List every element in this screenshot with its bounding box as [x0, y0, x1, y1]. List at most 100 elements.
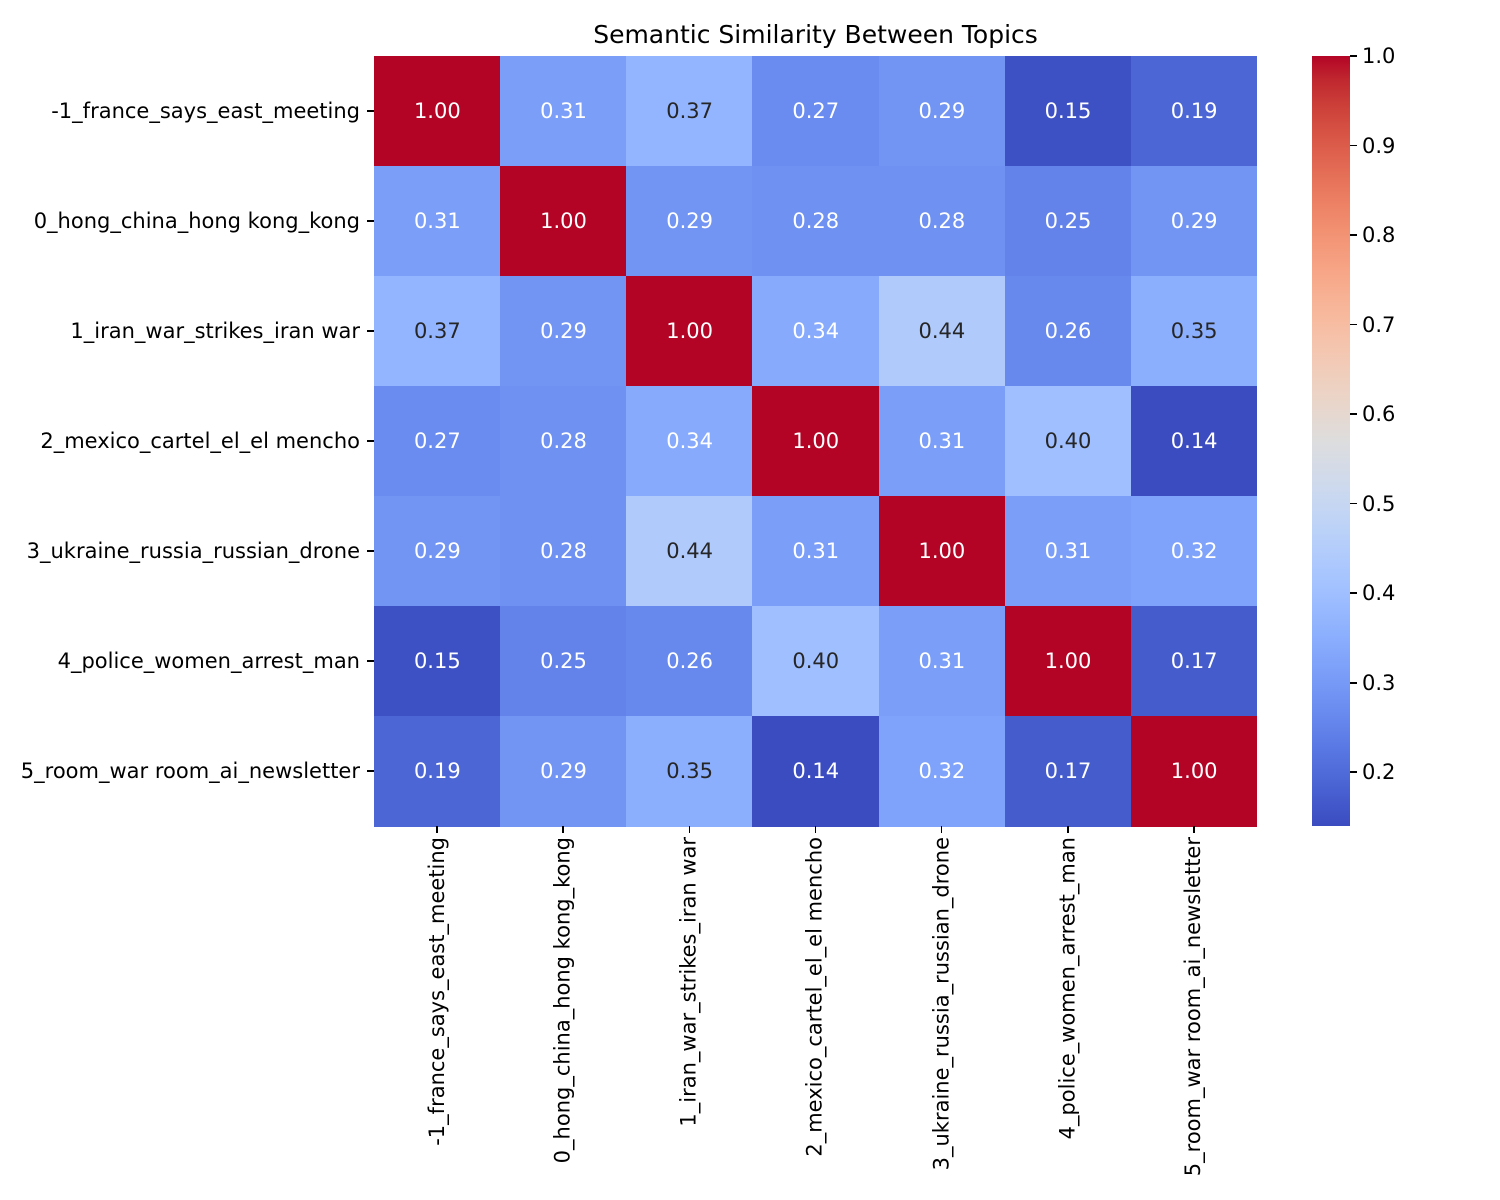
cell-value: 0.40	[792, 648, 840, 673]
heatmap-cell: 0.32	[1130, 496, 1258, 607]
heatmap-cell: 0.44	[626, 496, 753, 607]
cell-value: 0.31	[413, 208, 461, 233]
cell-value: 0.28	[540, 428, 587, 453]
heatmap-cell: 0.29	[500, 276, 627, 387]
heatmap-cell: 0.29	[626, 166, 753, 277]
heatmap-cell: 0.28	[752, 166, 880, 277]
col-label: 1_iran_war_strikes_iran war	[676, 837, 701, 1127]
cell-value: 0.34	[792, 318, 840, 343]
y-tick-mark	[367, 330, 374, 332]
cell-value: 0.32	[1170, 538, 1218, 563]
heatmap-cell: 1.00	[878, 496, 1006, 607]
y-tick-mark	[367, 220, 374, 222]
col-label: 4_police_women_arrest_man	[1055, 837, 1080, 1140]
cell-value: 0.29	[540, 758, 587, 783]
heatmap-cell: 0.15	[1004, 56, 1132, 167]
row-label: 0_hong_china_hong kong_kong	[33, 209, 360, 233]
cell-value: 1.00	[1044, 648, 1092, 673]
colorbar-tick-mark	[1350, 55, 1357, 57]
heatmap-cell: 1.00	[1130, 716, 1258, 827]
heatmap-cell: 0.17	[1130, 606, 1258, 717]
heatmap-cell: 0.31	[374, 166, 501, 277]
row-label: 2_mexico_cartel_el_el mencho	[40, 429, 360, 453]
cell-value: 0.19	[413, 758, 461, 783]
heatmap-cell: 0.28	[500, 496, 627, 607]
colorbar-tick-mark	[1350, 323, 1357, 326]
heatmap-cell: 1.00	[626, 276, 753, 387]
cell-value: 0.15	[1044, 98, 1092, 123]
heatmap-cell: 1.00	[752, 386, 880, 497]
cell-value: 1.00	[792, 428, 840, 453]
heatmap-cell: 0.35	[1130, 276, 1258, 387]
heatmap-cell: 0.35	[626, 716, 753, 827]
col-label: 5_room_war room_ai_newsletter	[1181, 837, 1206, 1177]
cell-value: 1.00	[1170, 758, 1218, 783]
heatmap-cell: 0.34	[626, 386, 753, 497]
row-label: 1_iran_war_strikes_iran war	[70, 319, 360, 343]
colorbar-tick-label: 0.7	[1362, 312, 1396, 337]
y-tick-mark	[367, 110, 374, 112]
cell-value: 0.29	[540, 318, 587, 343]
cell-value: 0.26	[666, 648, 713, 673]
heatmap-cell: 0.37	[374, 276, 501, 387]
cell-value: 0.40	[1044, 428, 1092, 453]
colorbar-tick-mark	[1350, 144, 1357, 147]
cell-value: 0.29	[918, 98, 966, 123]
heatmap-cell: 0.44	[878, 276, 1006, 387]
cell-value: 0.19	[1170, 98, 1218, 123]
row-label: 3_ukraine_russia_russian_drone	[26, 539, 360, 563]
cell-value: 0.14	[1170, 428, 1218, 453]
cell-value: 0.17	[1044, 758, 1092, 783]
cell-value: 0.25	[1044, 208, 1092, 233]
y-tick-mark	[367, 550, 374, 552]
colorbar-tick-label: 0.4	[1362, 581, 1396, 606]
cell-value: 0.27	[413, 428, 461, 453]
heatmap-cell: 0.28	[500, 386, 627, 497]
heatmap-cell: 0.19	[1130, 56, 1258, 167]
row-label: 4_police_women_arrest_man	[57, 649, 360, 673]
heatmap-cell: 0.26	[626, 606, 753, 717]
x-tick-mark	[814, 826, 817, 833]
colorbar-tick-label: 0.8	[1362, 223, 1396, 248]
heatmap-cell: 0.17	[1004, 716, 1132, 827]
heatmap-cell: 0.28	[878, 166, 1006, 277]
heatmap-cell: 0.14	[752, 716, 880, 827]
colorbar-tick-label: 0.5	[1362, 491, 1396, 516]
cell-value: 0.35	[666, 758, 713, 783]
cell-value: 0.28	[792, 208, 840, 233]
cell-value: 0.29	[413, 538, 461, 563]
heatmap-cell: 0.31	[752, 496, 880, 607]
col-label: 3_ukraine_russia_russian_drone	[929, 837, 954, 1171]
cell-value: 0.15	[413, 648, 461, 673]
cell-value: 0.31	[1044, 538, 1092, 563]
colorbar-tick-label: 1.0	[1362, 44, 1396, 68]
cell-value: 0.31	[918, 428, 966, 453]
heatmap-cell: 0.25	[1004, 166, 1132, 277]
colorbar-tick-mark	[1350, 502, 1357, 505]
y-tick-mark	[367, 440, 374, 442]
cell-value: 0.31	[918, 648, 966, 673]
col-label: -1_france_says_east_meeting	[424, 837, 449, 1146]
heatmap-cell: 0.27	[374, 386, 501, 497]
cell-value: 0.29	[1170, 208, 1218, 233]
heatmap-cell: 0.31	[878, 386, 1006, 497]
col-label: 0_hong_china_hong kong_kong	[550, 837, 575, 1164]
heatmap-cell: 0.29	[500, 716, 627, 827]
col-label: 2_mexico_cartel_el_el mencho	[803, 837, 827, 1157]
colorbar-tick-label: 0.6	[1362, 402, 1396, 427]
y-tick-mark	[367, 660, 374, 662]
heatmap-cell: 1.00	[500, 166, 627, 277]
colorbar-tick-label: 0.2	[1362, 760, 1396, 785]
cell-value: 0.29	[666, 208, 713, 233]
cell-value: 0.27	[792, 98, 840, 123]
cell-value: 0.31	[540, 98, 587, 123]
heatmap-cell: 0.40	[1004, 386, 1132, 497]
heatmap-cell: 0.19	[374, 716, 501, 827]
heatmap-cell: 0.14	[1130, 386, 1258, 497]
x-tick-mark	[688, 826, 691, 833]
heatmap-cell: 0.26	[1004, 276, 1132, 387]
cell-value: 1.00	[918, 538, 966, 563]
heatmap-cell: 0.40	[752, 606, 880, 717]
cell-value: 0.26	[1044, 318, 1092, 343]
